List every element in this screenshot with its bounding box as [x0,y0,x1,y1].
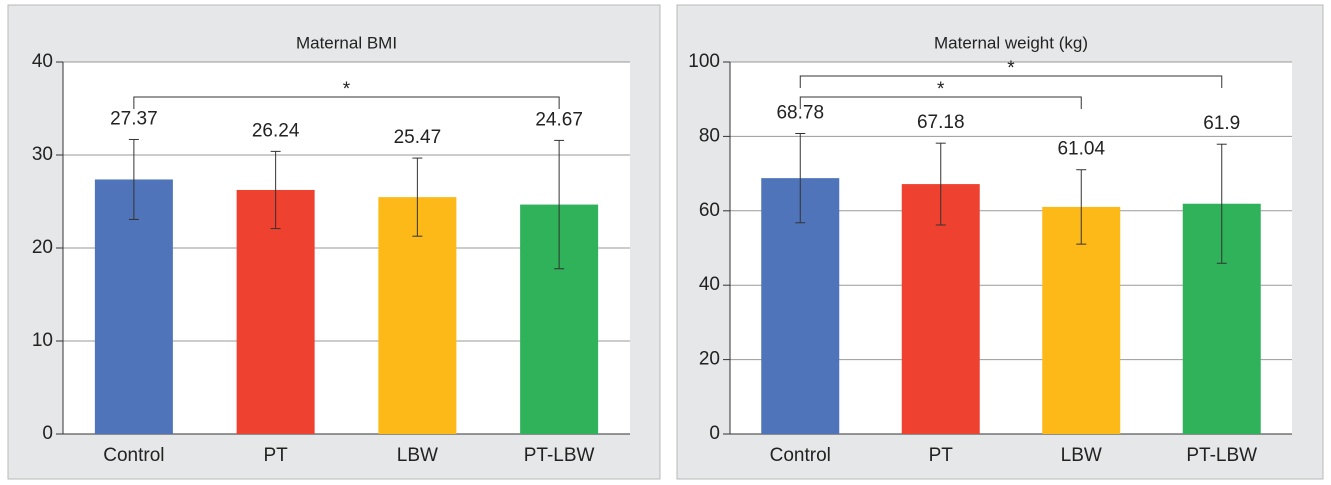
value-label: 27.37 [110,108,158,129]
x-tick-label: PT-LBW [1186,445,1257,466]
y-tick-label: 0 [709,423,720,444]
chart-title: Maternal weight (kg) [934,33,1088,52]
y-tick-label: 40 [32,51,53,72]
y-tick-label: 10 [32,330,53,351]
value-label: 25.47 [394,127,442,148]
value-label: 61.04 [1057,139,1105,160]
value-label: 67.18 [917,112,965,133]
significance-star: * [343,79,351,100]
y-tick-label: 60 [699,200,720,221]
x-tick-label: PT [929,445,954,466]
y-tick-label: 20 [699,349,720,370]
value-label: 61.9 [1203,113,1240,134]
y-tick-label: 100 [688,51,720,72]
y-tick-label: 40 [699,274,720,295]
y-tick-label: 0 [42,423,53,444]
x-tick-label: PT-LBW [524,445,595,466]
x-tick-label: PT [263,445,288,466]
x-tick-label: Control [103,445,164,466]
significance-star: * [1007,58,1015,79]
x-tick-label: LBW [397,445,438,466]
y-tick-label: 20 [32,237,53,258]
bar [901,184,980,434]
x-tick-label: Control [770,445,831,466]
significance-bracket [133,96,560,109]
y-tick-label: 80 [699,125,720,146]
bar [94,179,173,434]
significance-bracket [799,96,1082,109]
x-tick-label: LBW [1061,445,1102,466]
chart-title: Maternal BMI [296,33,397,52]
y-tick-label: 30 [32,144,53,165]
value-label: 24.67 [535,109,583,130]
value-label: 26.24 [252,120,300,141]
bar [236,189,315,434]
significance-star: * [937,79,945,100]
value-label: 68.78 [776,103,824,124]
bar [1042,206,1121,434]
significance-bracket [799,75,1223,88]
